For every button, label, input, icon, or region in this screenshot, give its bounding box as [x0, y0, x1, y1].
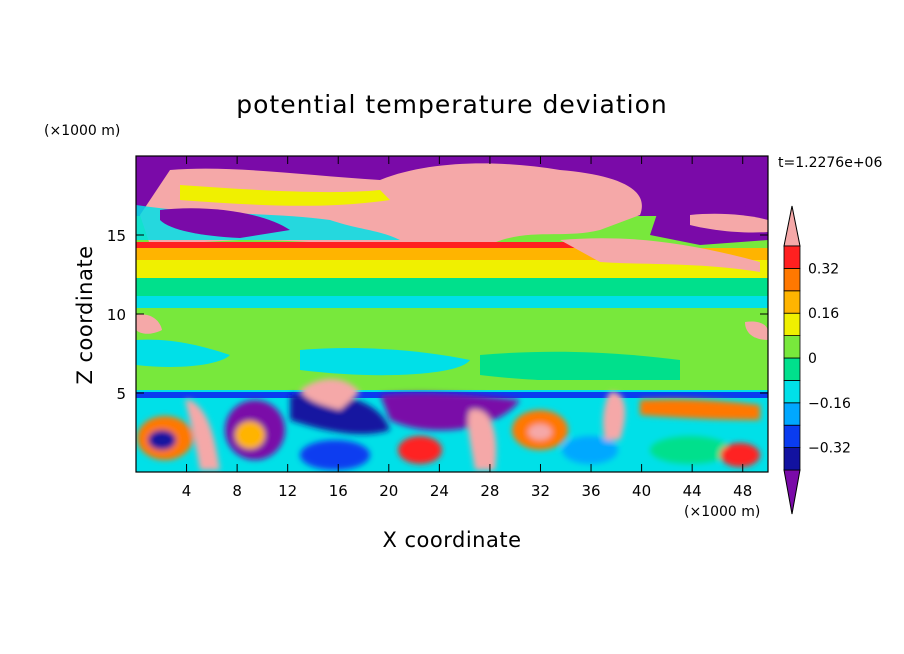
- y-tick-label: 5: [116, 385, 126, 403]
- x-unit-label: (×1000 m): [684, 504, 760, 520]
- field-upper-purple-patch: [160, 208, 290, 238]
- eddy-10-core: [528, 424, 552, 440]
- y-unit-label: (×1000 m): [44, 123, 120, 139]
- field-green-1: [136, 278, 768, 296]
- eddy-8: [398, 436, 442, 464]
- eddy-5: [300, 378, 360, 410]
- colorbar-swatch: [783, 424, 801, 449]
- x-ticks: 4 8 12 16 20 24 28 32 36 40 44 48: [182, 156, 752, 500]
- colorbar-swatch: [783, 379, 801, 404]
- field-green-2: [136, 308, 768, 338]
- x-tick-label: 4: [182, 482, 192, 500]
- eddy-9: [467, 409, 497, 470]
- eddy-2: [185, 400, 220, 470]
- colorbar-label: −0.16: [808, 396, 851, 412]
- plot-field: [136, 156, 768, 472]
- x-tick-label: 16: [329, 482, 348, 500]
- colorbar-extend-top: [783, 205, 801, 247]
- eddy-4: [290, 393, 390, 435]
- colorbar-swatch: [783, 335, 801, 359]
- colorbar-extend-bottom: [783, 469, 801, 515]
- eddy-12: [602, 391, 626, 440]
- eddy-13: [640, 399, 760, 420]
- time-label: t=1.2276e+06: [778, 155, 882, 171]
- colorbar-label: 0.32: [808, 261, 839, 277]
- x-tick-label: 28: [480, 482, 499, 500]
- colorbar-label: 0: [808, 351, 817, 367]
- eddy-3-inner: [235, 421, 265, 449]
- x-tick-label: 32: [531, 482, 550, 500]
- field-cyan-patch-1: [136, 339, 230, 367]
- colorbar-label: 0.16: [808, 306, 839, 322]
- colorbar-swatch: [783, 447, 801, 471]
- x-axis-label: X coordinate: [382, 528, 521, 552]
- field-cyan-1: [136, 296, 768, 308]
- field-upper-right-pink: [690, 213, 768, 233]
- field-green-patch: [480, 351, 680, 383]
- y-tick-label: 15: [107, 227, 126, 245]
- x-tick-label: 36: [581, 482, 600, 500]
- y-ticks: 5 10 15: [107, 227, 768, 403]
- eddy-11: [562, 436, 618, 464]
- eddy-14: [650, 436, 730, 464]
- colorbar-swatch: [783, 245, 801, 269]
- field-left-pink-bubble: [136, 314, 162, 334]
- field-yellow-band: [136, 260, 768, 278]
- y-axis-label: Z coordinate: [73, 245, 97, 384]
- eddy-6: [300, 440, 370, 470]
- colorbar: −0.32 −0.16 0 0.16 0.32: [783, 205, 851, 515]
- colorbar-label: −0.32: [808, 441, 851, 457]
- colorbar-swatch: [783, 402, 801, 426]
- x-tick-label: 8: [232, 482, 242, 500]
- field-right-pink-streak: [560, 238, 760, 272]
- y-tick-label: 10: [107, 306, 126, 324]
- colorbar-swatch: [783, 312, 801, 337]
- eddy-1-core: [148, 430, 176, 450]
- field-right-pink-bubble: [745, 321, 768, 340]
- field-upper-yellow-edge: [180, 185, 390, 206]
- colorbar-swatch: [783, 290, 801, 314]
- x-tick-label: 40: [632, 482, 651, 500]
- chart-title: potential temperature deviation: [236, 90, 667, 119]
- colorbar-swatch: [783, 357, 801, 381]
- x-tick-label: 48: [733, 482, 752, 500]
- x-tick-label: 12: [278, 482, 297, 500]
- x-tick-label: 24: [430, 482, 449, 500]
- field-lower-green: [136, 380, 768, 390]
- field-red-band: [136, 242, 606, 248]
- x-tick-label: 44: [683, 482, 702, 500]
- eddy-15: [720, 443, 760, 467]
- colorbar-swatch: [783, 267, 801, 292]
- x-tick-label: 20: [379, 482, 398, 500]
- field-cyan-patch-2: [300, 348, 470, 376]
